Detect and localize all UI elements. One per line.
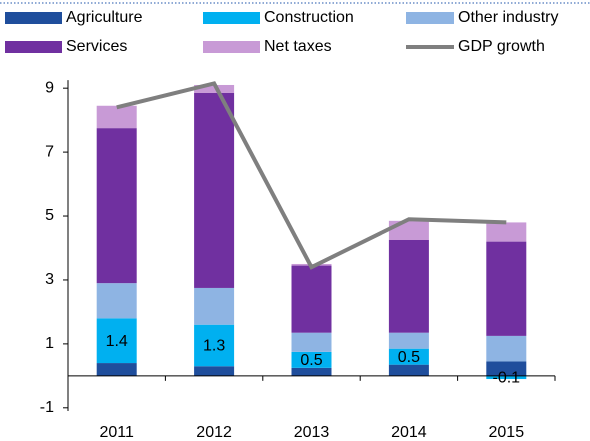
x-tick-label: 2011 — [99, 424, 134, 441]
bar-segment — [194, 366, 235, 376]
legend-swatch — [203, 12, 260, 24]
x-tick-label: 2013 — [294, 424, 330, 441]
y-tick-label: 7 — [45, 143, 54, 160]
legend-swatch — [5, 41, 62, 53]
bar-segment — [486, 241, 527, 336]
legend-swatch — [5, 12, 62, 24]
legend-label: Construction — [264, 9, 354, 26]
bar-segment — [486, 335, 527, 362]
legend-label: Net taxes — [264, 38, 332, 55]
x-tick-label: 2015 — [489, 424, 525, 441]
line-series — [116, 81, 507, 270]
legend-label: Other industry — [458, 9, 558, 26]
data-label: 0.5 — [398, 349, 420, 366]
data-label: 0.5 — [300, 352, 322, 369]
y-tick-label: 1 — [45, 335, 54, 352]
y-tick-label: 9 — [45, 79, 54, 96]
bar-segment — [291, 265, 332, 333]
bar-segment — [96, 318, 137, 364]
bar-segment — [194, 287, 235, 325]
bar-segment — [194, 324, 235, 367]
bar-segment — [388, 348, 429, 365]
data-label: -0.1 — [493, 370, 521, 387]
y-tick-label: -1 — [40, 399, 54, 416]
bar-segment — [194, 84, 235, 93]
legend-label: Agriculture — [66, 9, 143, 26]
bar-segment — [388, 240, 429, 333]
data-label: 1.3 — [203, 338, 225, 355]
legend-swatch — [406, 12, 454, 24]
legend-label: Services — [66, 38, 127, 55]
bar-segment — [291, 332, 332, 352]
data-label: 1.4 — [106, 333, 128, 350]
bar-segment — [486, 361, 527, 376]
bar-segment — [96, 363, 137, 376]
bar-segment — [486, 375, 527, 380]
bar-segment — [388, 332, 429, 349]
bar-segment — [96, 283, 137, 319]
x-tick-label: 2014 — [391, 424, 427, 441]
bar-segment — [96, 128, 137, 284]
bar-segment — [388, 364, 429, 376]
bar-segment — [291, 367, 332, 376]
legend-swatch — [203, 41, 260, 53]
bar-segment — [291, 351, 332, 368]
x-tick-label: 2012 — [196, 424, 232, 441]
bar-segment — [194, 92, 235, 288]
y-tick-label: 3 — [45, 271, 54, 288]
legend-label: GDP growth — [458, 38, 545, 55]
bar-segment — [388, 220, 429, 240]
y-tick-label: 5 — [45, 207, 54, 224]
bar-segment — [486, 222, 527, 242]
bar-segment — [96, 105, 137, 129]
